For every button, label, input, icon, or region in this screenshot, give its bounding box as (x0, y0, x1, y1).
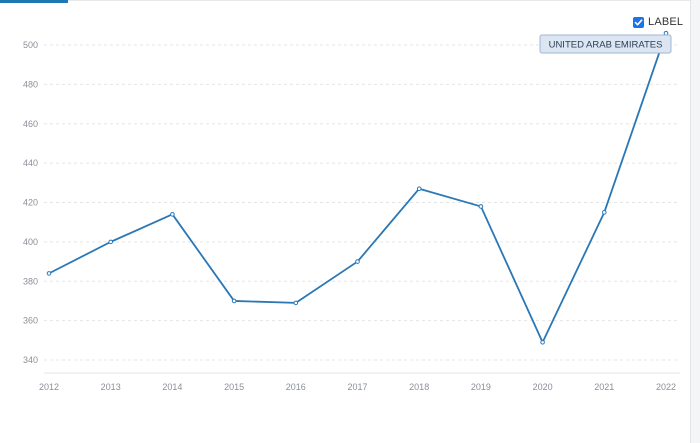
x-axis-ticks: 2012 2013 2014 2015 2016 2017 2018 2019 2020 2021… (39, 382, 676, 392)
y-axis-ticks: 340 360 380 400 420 440 460 480 500 (23, 40, 38, 365)
tooltip: UNITED ARAB EMIRATES (539, 34, 672, 54)
x-tick-label: 2015 (224, 382, 244, 392)
data-point[interactable] (416, 186, 422, 192)
x-tick-label: 2012 (39, 382, 59, 392)
x-tick-label: 2016 (286, 382, 306, 392)
tooltip-box (539, 34, 672, 54)
y-tick-label: 340 (23, 355, 38, 365)
x-tick-label: 2021 (594, 382, 614, 392)
data-point[interactable] (663, 30, 669, 36)
x-tick-label: 2014 (162, 382, 182, 392)
x-tick-label: 2018 (409, 382, 429, 392)
y-tick-label: 440 (23, 158, 38, 168)
data-point[interactable] (602, 210, 607, 215)
y-tick-label: 480 (23, 79, 38, 89)
x-tick-label: 2017 (347, 382, 367, 392)
data-point[interactable] (170, 212, 175, 217)
label-toggle[interactable]: LABEL (633, 14, 683, 30)
y-tick-label: 380 (23, 276, 38, 286)
data-point[interactable] (355, 259, 360, 264)
gridlines (44, 44, 680, 374)
divider (68, 0, 690, 1)
checkmark-icon (634, 18, 643, 25)
y-tick-label: 420 (23, 198, 38, 208)
data-point[interactable] (478, 204, 484, 209)
data-point[interactable] (540, 339, 545, 345)
line-chart: 340 360 380 400 420 440 460 480 500 2012 2013 2014… (23, 30, 680, 392)
x-tick-label: 2022 (656, 382, 676, 392)
series-layer (46, 30, 669, 345)
y-tick-label: 360 (23, 316, 38, 326)
y-tick-label: 500 (23, 40, 38, 50)
series-line[interactable] (48, 32, 667, 344)
x-tick-label: 2019 (471, 382, 491, 392)
y-tick-label: 460 (23, 119, 38, 129)
x-tick-label: 2013 (101, 382, 121, 392)
active-tab-indicator (0, 0, 68, 3)
y-tick-label: 400 (23, 237, 38, 247)
data-point[interactable] (108, 239, 113, 245)
data-point[interactable] (46, 271, 52, 276)
checkbox[interactable] (633, 16, 644, 28)
data-point[interactable] (293, 300, 299, 306)
tooltip-label: UNITED ARAB EMIRATES (549, 40, 663, 51)
x-tick-label: 2020 (533, 382, 553, 392)
label-toggle-text: LABEL (648, 16, 684, 28)
data-point[interactable] (231, 298, 237, 304)
